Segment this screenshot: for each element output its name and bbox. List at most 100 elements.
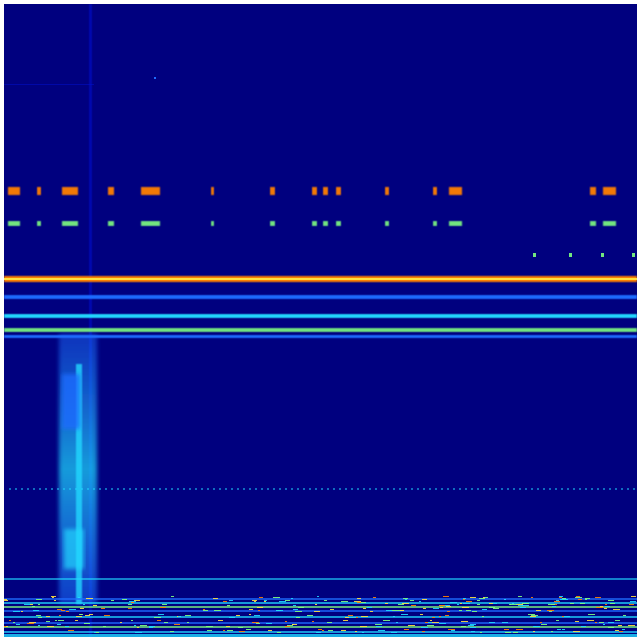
noise-speck — [405, 599, 407, 600]
dotted-trace — [453, 488, 455, 490]
harmonic-burst-green — [141, 221, 160, 226]
dotted-trace — [519, 488, 521, 490]
noise-speck — [533, 631, 535, 632]
noise-speck — [362, 632, 364, 633]
noise-speck — [479, 598, 485, 599]
dotted-trace — [231, 488, 233, 490]
noise-speck — [562, 629, 565, 630]
noise-speck — [516, 604, 523, 605]
noise-speck — [423, 608, 426, 609]
noise-speck — [472, 611, 477, 612]
noise-speck — [618, 625, 622, 626]
noise-speck — [164, 622, 168, 623]
noise-band — [4, 616, 637, 618]
noise-band — [4, 634, 637, 637]
noise-speck — [84, 623, 90, 624]
noise-speck — [55, 620, 57, 621]
noise-band — [4, 622, 637, 624]
noise-speck — [541, 624, 547, 625]
noise-speck — [296, 617, 300, 618]
noise-speck — [293, 605, 296, 606]
noise-speck — [52, 597, 54, 598]
noise-speck — [513, 632, 518, 633]
noise-speck — [239, 631, 245, 632]
noise-speck — [482, 616, 484, 617]
noise-speck — [213, 598, 218, 599]
dotted-trace — [111, 488, 113, 490]
noise-speck — [480, 632, 482, 633]
noise-speck — [432, 617, 435, 618]
noise-speck — [445, 615, 449, 616]
noise-speck — [95, 632, 99, 633]
noise-speck — [36, 615, 41, 616]
noise-speck — [485, 597, 488, 598]
noise-speck — [370, 611, 373, 612]
dotted-trace — [171, 488, 173, 490]
noise-speck — [86, 598, 93, 599]
noise-speck — [445, 605, 450, 606]
noise-speck — [466, 601, 472, 602]
dotted-trace — [327, 488, 329, 490]
dotted-trace — [411, 488, 413, 490]
noise-speck — [30, 604, 33, 605]
dotted-trace — [225, 488, 227, 490]
dotted-trace — [21, 488, 23, 490]
noise-speck — [134, 625, 136, 626]
noise-speck — [122, 599, 127, 600]
noise-speck — [295, 611, 302, 612]
noise-speck — [111, 600, 114, 601]
dotted-trace — [549, 488, 551, 490]
noise-speck — [134, 600, 140, 601]
dotted-trace — [129, 488, 131, 490]
dotted-trace — [87, 488, 89, 490]
noise-speck — [203, 609, 205, 610]
dotted-trace — [183, 488, 185, 490]
dotted-trace — [309, 488, 311, 490]
noise-speck — [408, 625, 415, 626]
dotted-trace — [591, 488, 593, 490]
noise-speck — [4, 599, 7, 600]
noise-speck — [236, 615, 240, 616]
dotted-trace — [321, 488, 323, 490]
noise-speck — [540, 622, 542, 623]
dotted-trace — [495, 488, 497, 490]
dotted-trace — [105, 488, 107, 490]
dotted-trace — [339, 488, 341, 490]
noise-speck — [462, 607, 469, 608]
noise-speck — [360, 626, 367, 627]
noise-speck — [420, 614, 423, 615]
noise-speck — [562, 616, 564, 617]
noise-speck — [608, 627, 614, 628]
noise-speck — [317, 596, 319, 597]
noise-speck — [587, 620, 594, 621]
noise-speck — [410, 600, 414, 601]
noise-speck — [600, 606, 603, 607]
harmonic-burst-green — [8, 221, 20, 226]
noise-speck — [348, 615, 353, 616]
noise-speck — [68, 630, 74, 631]
noise-speck — [66, 611, 69, 612]
noise-speck — [79, 614, 83, 615]
noise-speck — [80, 608, 84, 609]
dotted-trace — [465, 488, 467, 490]
harmonic-dot — [569, 253, 572, 257]
noise-speck — [277, 632, 281, 633]
dotted-trace — [633, 488, 635, 490]
dotted-trace — [39, 488, 41, 490]
noise-speck — [206, 626, 213, 627]
dotted-trace — [429, 488, 431, 490]
noise-speck — [536, 610, 541, 611]
noise-speck — [628, 625, 635, 626]
dotted-trace — [177, 488, 179, 490]
dotted-trace — [297, 488, 299, 490]
noise-speck — [512, 603, 514, 604]
dotted-trace — [537, 488, 539, 490]
band-blue-2 — [4, 335, 637, 338]
harmonic-burst-orange — [590, 187, 596, 195]
noise-speck — [207, 630, 212, 631]
noise-speck — [463, 603, 470, 604]
noise-speck — [341, 630, 346, 631]
dotted-trace — [201, 488, 203, 490]
noise-speck — [376, 626, 382, 627]
dotted-trace — [255, 488, 257, 490]
